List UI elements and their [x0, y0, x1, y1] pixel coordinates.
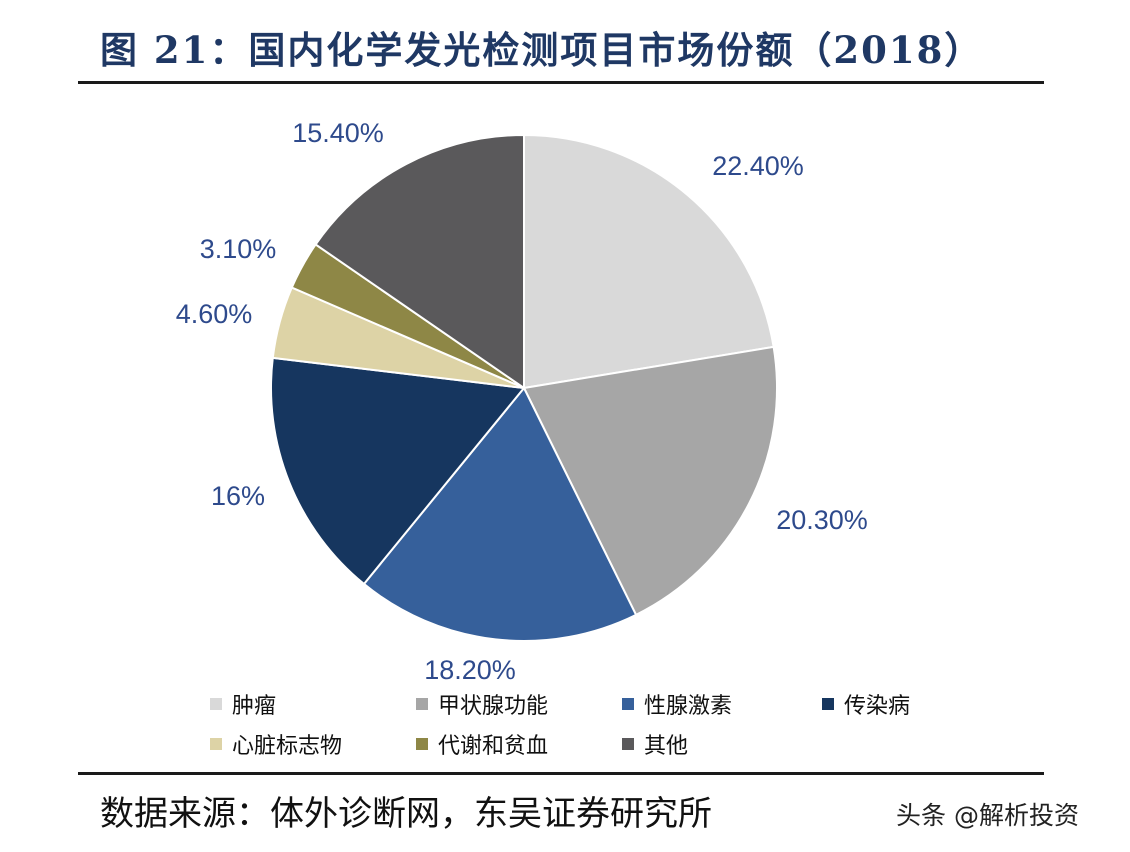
- slice-value-label: 22.40%: [712, 151, 804, 181]
- legend-label: 其他: [644, 734, 689, 759]
- legend-swatch: [210, 738, 222, 750]
- legend-label: 肿瘤: [232, 694, 277, 719]
- legend-item: 其他: [622, 728, 688, 760]
- slice-value-label: 18.20%: [424, 655, 516, 685]
- legend-swatch: [622, 738, 634, 750]
- legend-item: 代谢和贫血: [416, 728, 548, 760]
- top-divider: [78, 81, 1044, 84]
- pie-slice: [362, 386, 638, 642]
- legend-item: 心脏标志物: [210, 728, 342, 760]
- slice-value-label: 20.30%: [776, 505, 868, 535]
- pie-slices: [270, 133, 778, 642]
- pie-slice: [523, 133, 775, 390]
- chart-title: 图 21：国内化学发光检测项目市场份额（2018）: [100, 28, 984, 72]
- legend-item: 甲状腺功能: [416, 688, 548, 720]
- legend-swatch: [416, 738, 428, 750]
- slice-value-label: 4.60%: [176, 299, 253, 329]
- legend-swatch: [416, 698, 428, 710]
- source-note: 数据来源：体外诊断网，东吴证券研究所: [100, 794, 712, 834]
- legend-item: 性腺激素: [622, 688, 732, 720]
- slice-value-label: 16%: [211, 481, 265, 511]
- bottom-divider: [78, 772, 1044, 775]
- pie-labels: 22.40% 20.30% 18.20% 16% 4.60% 3.10% 15.40%: [176, 118, 868, 685]
- legend-label: 甲状腺功能: [438, 694, 549, 719]
- pie-slice: [270, 356, 526, 586]
- legend-item: 肿瘤: [210, 688, 276, 720]
- legend-label: 代谢和贫血: [438, 734, 549, 759]
- watermark: 头条 @解析投资: [896, 801, 1079, 830]
- legend-label: 心脏标志物: [232, 734, 343, 759]
- slice-value-label: 3.10%: [200, 234, 277, 264]
- legend-item: 传染病: [822, 688, 910, 720]
- legend-swatch: [622, 698, 634, 710]
- pie-slice: [314, 133, 525, 390]
- legend-label: 传染病: [844, 694, 911, 719]
- legend-swatch: [822, 698, 834, 710]
- slice-value-label: 15.40%: [292, 118, 384, 148]
- legend-swatch: [210, 698, 222, 710]
- legend-label: 性腺激素: [644, 694, 733, 719]
- pie-chart: 22.40% 20.30% 18.20% 16% 4.60% 3.10% 15.40%: [176, 118, 868, 685]
- pie-slice: [522, 345, 778, 617]
